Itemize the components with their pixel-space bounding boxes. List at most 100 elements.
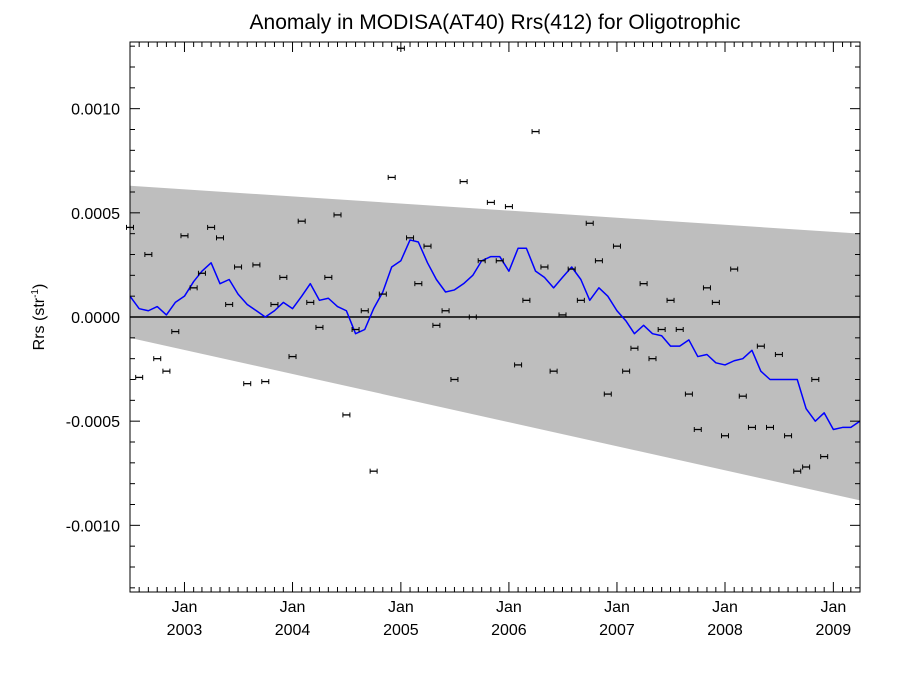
data-point [432,322,441,328]
data-point [441,308,450,314]
data-point [756,343,765,349]
data-point [180,233,189,239]
data-point [774,352,783,357]
data-point [747,424,756,430]
data-point [504,204,513,210]
y-tick-label: 0.0010 [71,102,120,119]
data-point [197,270,206,276]
x-tick-label-month: Jan [280,599,306,616]
data-point [594,258,603,264]
data-point [567,266,576,272]
data-point [333,212,342,218]
x-tick-label-month: Jan [604,599,630,616]
data-point [738,393,747,399]
x-tick-label-year: 2003 [167,622,203,639]
data-point [657,327,666,332]
confidence-band [130,185,860,501]
data-point [711,299,720,305]
data-point [306,299,315,305]
data-point [288,354,297,360]
data-point [360,308,369,314]
data-point [522,297,531,303]
data-point [162,368,171,374]
data-point [730,266,739,272]
data-point [793,468,802,474]
data-point [468,314,477,320]
x-tick-label-year: 2004 [275,622,311,639]
data-point [234,264,243,270]
series-line-1 [129,239,861,431]
data-point [811,377,820,382]
data-point [243,381,252,387]
data-point [215,235,224,241]
data-point [648,356,657,362]
data-point [693,427,702,432]
data-point [612,243,621,249]
x-tick-label-year: 2008 [707,622,743,639]
data-point [820,454,829,460]
data-point [684,391,693,397]
x-tick-label-month: Jan [820,599,846,616]
data-point [406,235,415,241]
data-point [324,274,333,280]
chart-title: Anomaly in MODISA(AT40) Rrs(412) for Oli… [250,11,741,34]
data-point [423,243,432,249]
data-point [486,199,495,205]
data-point [378,291,387,297]
data-point [414,281,423,287]
data-point [603,391,612,397]
data-point [622,368,631,374]
data-point [207,224,216,230]
data-point [549,368,558,374]
x-tick-label-month: Jan [712,599,738,616]
y-tick-label: 0.0000 [71,310,120,327]
x-tick-label-month: Jan [172,599,198,616]
data-point [540,264,549,270]
data-point [675,327,684,332]
ticks-layer: 0.0010 0.0005 0.0000 -0.0005 -0.0010 Jan 2003 J… [66,42,861,639]
data-point [270,302,279,307]
data-point [721,433,730,439]
confidence-band-layer [130,185,860,501]
data-point [576,297,585,303]
data-point [135,374,144,380]
data-point [585,220,594,226]
data-point [315,324,324,330]
data-point [387,174,396,180]
x-tick-label-year: 2006 [491,622,527,639]
x-tick-label-month: Jan [388,599,414,616]
y-axis-label: Rrs (str-1) [30,284,48,351]
y-axis-label-close: ) [31,284,48,289]
data-point [531,129,540,135]
data-point [639,281,648,287]
series-line-layer [129,239,861,431]
data-point [261,379,270,385]
data-point [351,327,360,332]
y-tick-label: 0.0005 [71,206,120,223]
y-tick-label: -0.0010 [66,518,120,535]
data-point [297,218,306,224]
x-tick-label-month: Jan [496,599,522,616]
y-tick-label: -0.0005 [66,414,120,431]
data-point [225,302,234,307]
data-point [784,433,793,439]
data-point [252,262,261,268]
data-point [342,412,351,418]
data-point [702,285,711,291]
data-point [477,258,486,264]
x-tick-label-year: 2009 [816,622,852,639]
x-tick-label-year: 2007 [599,622,635,639]
data-point [459,179,468,185]
data-point [766,424,775,430]
data-point [279,274,288,280]
data-point [153,356,162,362]
data-point [666,297,675,303]
data-point [171,329,180,335]
data-point [369,468,378,474]
data-point [558,312,567,318]
y-axis-label-main: Rrs (str [31,297,48,350]
data-points-layer [126,45,829,474]
x-tick-label-year: 2005 [383,622,419,639]
data-point [630,345,639,351]
